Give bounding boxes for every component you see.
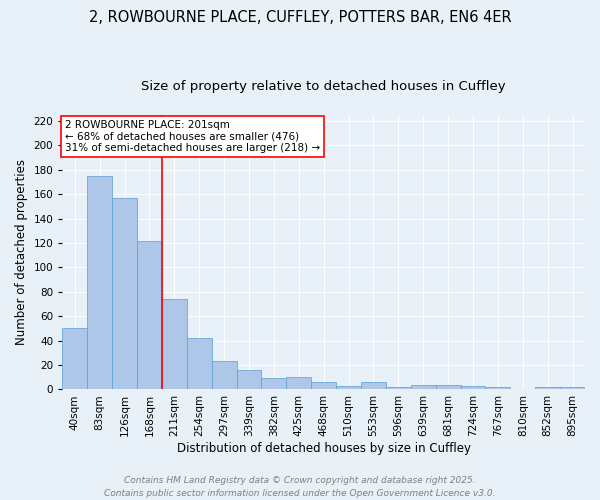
- Bar: [162, 299, 187, 390]
- Text: 2 ROWBOURNE PLACE: 201sqm
← 68% of detached houses are smaller (476)
31% of semi: 2 ROWBOURNE PLACE: 201sqm ← 68% of detac…: [65, 120, 320, 153]
- Bar: [560, 387, 585, 390]
- Bar: [436, 384, 461, 390]
- Bar: [212, 362, 236, 390]
- Text: Contains HM Land Registry data © Crown copyright and database right 2025.
Contai: Contains HM Land Registry data © Crown c…: [104, 476, 496, 498]
- Bar: [87, 176, 112, 390]
- Bar: [361, 382, 386, 390]
- Bar: [187, 338, 212, 390]
- Title: Size of property relative to detached houses in Cuffley: Size of property relative to detached ho…: [142, 80, 506, 93]
- Bar: [311, 382, 336, 390]
- Bar: [262, 378, 286, 390]
- Bar: [386, 387, 411, 390]
- Bar: [461, 386, 485, 390]
- Bar: [286, 378, 311, 390]
- Bar: [62, 328, 87, 390]
- Bar: [485, 387, 511, 390]
- Bar: [112, 198, 137, 390]
- Y-axis label: Number of detached properties: Number of detached properties: [15, 159, 28, 345]
- Bar: [137, 240, 162, 390]
- Bar: [411, 384, 436, 390]
- Bar: [236, 370, 262, 390]
- Bar: [336, 386, 361, 390]
- X-axis label: Distribution of detached houses by size in Cuffley: Distribution of detached houses by size …: [176, 442, 470, 455]
- Bar: [535, 387, 560, 390]
- Text: 2, ROWBOURNE PLACE, CUFFLEY, POTTERS BAR, EN6 4ER: 2, ROWBOURNE PLACE, CUFFLEY, POTTERS BAR…: [89, 10, 511, 25]
